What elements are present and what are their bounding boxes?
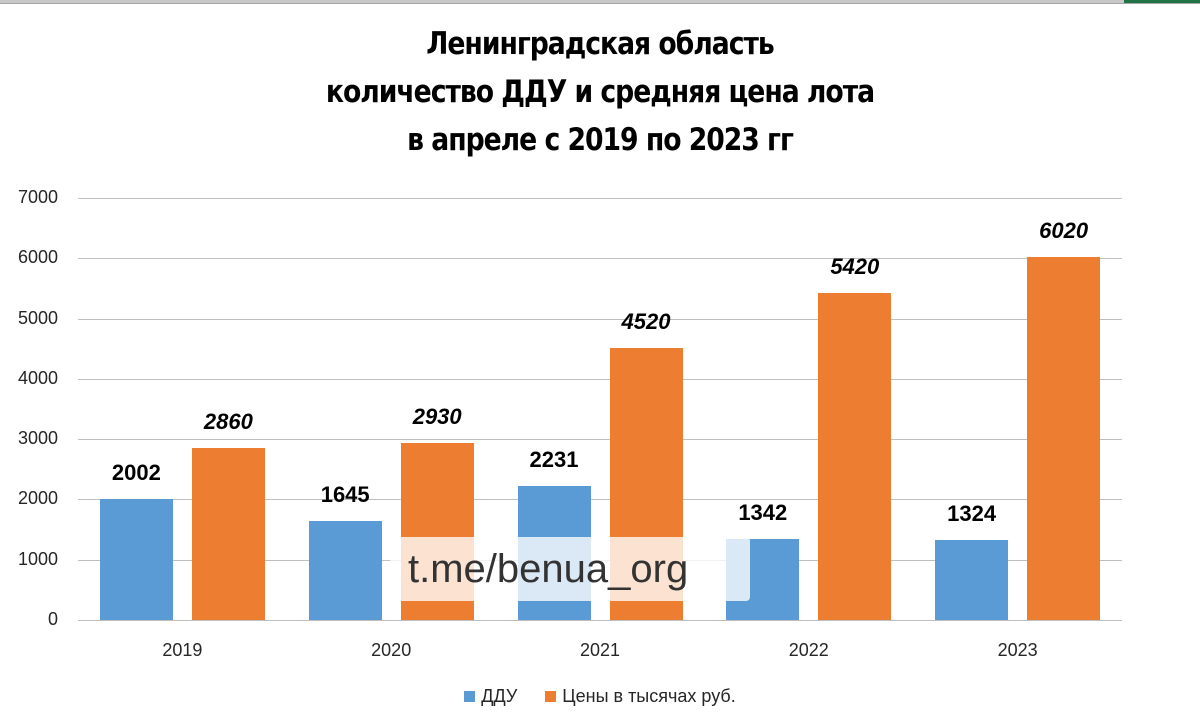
legend-item-0[interactable]: ДДУ: [464, 686, 517, 707]
chart-title-line-1: Ленинградская область: [426, 26, 774, 62]
gridline: [78, 198, 1122, 199]
spreadsheet-column-header-strip: [0, 0, 1200, 4]
data-label: 2002: [111, 460, 161, 486]
gridline: [78, 379, 1122, 380]
chart-title-line-2: количество ДДУ и средняя цена лота: [325, 74, 875, 110]
data-label: 1645: [320, 481, 370, 507]
y-axis-tick-label: 2000: [17, 488, 58, 508]
bar-ddu-2019[interactable]: [99, 499, 173, 620]
data-label: 5420: [830, 254, 880, 280]
watermark: t.me/benua_org: [390, 537, 750, 601]
bar-price-2023[interactable]: [1027, 257, 1101, 620]
data-label: 6020: [1039, 218, 1089, 244]
gridline: [78, 319, 1122, 320]
gridline: [78, 499, 1122, 500]
data-label: 2231: [529, 446, 579, 472]
bar-ddu-2023[interactable]: [935, 540, 1009, 620]
chart-legend: ДДУ Цены в тысячах руб.: [0, 686, 1200, 707]
x-axis-tick-label: 2019: [162, 640, 203, 660]
gridline: [78, 258, 1122, 259]
bar-price-2019[interactable]: [191, 447, 265, 620]
gridline: [78, 620, 1122, 621]
y-axis-tick-label: 1000: [17, 549, 58, 569]
chart-title: Ленинградская область количество ДДУ и с…: [0, 20, 1200, 164]
data-label: 2860: [203, 408, 253, 434]
y-axis-tick-label: 3000: [17, 428, 58, 448]
data-label: 2930: [412, 404, 462, 430]
selected-column-accent: [1124, 0, 1200, 3]
x-axis-tick-label: 2020: [371, 640, 412, 660]
legend-swatch-icon: [545, 691, 557, 702]
bar-ddu-2020[interactable]: [308, 520, 382, 620]
data-label: 1342: [738, 500, 788, 526]
chart-title-line-3: в апреле с 2019 по 2023 гг: [407, 122, 794, 158]
data-label: 4520: [621, 308, 671, 334]
legend-swatch-icon: [464, 691, 476, 702]
legend-item-1[interactable]: Цены в тысячах руб.: [545, 686, 736, 707]
y-axis-tick-label: 6000: [17, 247, 58, 267]
x-axis-tick-label: 2023: [997, 640, 1038, 660]
x-axis-tick-label: 2021: [579, 640, 621, 660]
bar-price-2022[interactable]: [818, 293, 892, 620]
legend-label: ДДУ: [481, 686, 518, 706]
y-axis-tick-label: 4000: [17, 368, 58, 388]
data-label: 1324: [947, 501, 997, 527]
y-axis-tick-label: 5000: [17, 308, 58, 328]
y-axis-tick-label: 0: [47, 609, 58, 629]
gridline: [78, 439, 1122, 440]
legend-label: Цены в тысячах руб.: [562, 686, 736, 706]
x-axis-tick-label: 2022: [788, 640, 829, 660]
y-axis-tick-label: 7000: [17, 187, 58, 207]
